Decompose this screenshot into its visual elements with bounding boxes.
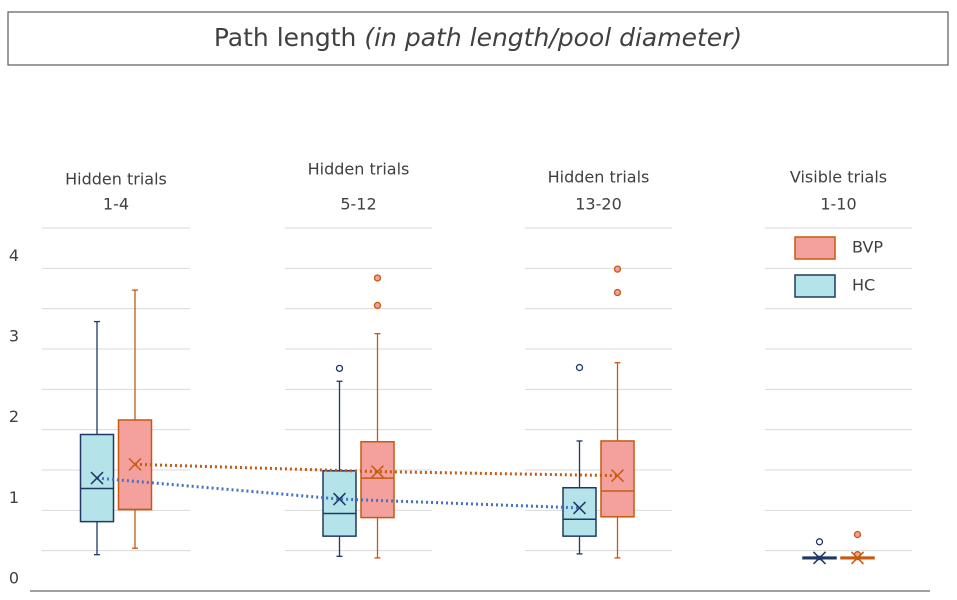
box: [322, 470, 357, 537]
category-label: Visible trials: [790, 168, 887, 187]
category-label: 13-20: [575, 195, 622, 214]
mean-marker: [332, 492, 347, 506]
legend-label: BVP: [852, 238, 883, 257]
outlier: [853, 530, 862, 539]
category-label: Hidden trials: [65, 170, 167, 189]
chart-subtitle: (in path length/pool diameter): [364, 23, 742, 52]
category-label: 1-10: [820, 195, 856, 214]
y-tick-label: 2: [9, 407, 19, 426]
outlier: [373, 301, 382, 310]
y-tick-label: 1: [9, 488, 19, 507]
category-label: Hidden trials: [548, 168, 650, 187]
outlier: [575, 363, 584, 372]
trend-line: [96, 476, 580, 510]
outlier: [613, 265, 622, 273]
mean-marker: [812, 551, 827, 565]
y-tick-label: 3: [9, 327, 19, 346]
mean-marker: [128, 457, 142, 471]
box: [562, 486, 597, 537]
chart-title: Path length: [214, 23, 357, 52]
legend-swatch: [794, 236, 836, 260]
category-label: Hidden trials: [308, 160, 410, 179]
box: [360, 441, 395, 519]
outlier: [373, 274, 382, 282]
mean-marker: [572, 501, 587, 515]
mean-marker: [90, 471, 104, 485]
title-box: [7, 11, 949, 66]
category-label: 1-4: [103, 195, 129, 214]
chart-title-group: Path length (in path length/pool diamete…: [214, 23, 742, 52]
outlier: [335, 364, 344, 373]
trend-line: [134, 462, 618, 478]
mean-marker: [850, 551, 865, 565]
legend-swatch: [794, 274, 836, 298]
category-label: 5-12: [340, 195, 376, 214]
outlier: [815, 538, 824, 546]
legend-label: HC: [852, 276, 875, 295]
box: [600, 440, 635, 518]
mean-marker: [370, 465, 385, 479]
y-tick-label: 0: [9, 569, 19, 588]
y-tick-label: 4: [9, 246, 19, 265]
mean-marker: [610, 469, 625, 483]
outlier: [613, 288, 622, 297]
